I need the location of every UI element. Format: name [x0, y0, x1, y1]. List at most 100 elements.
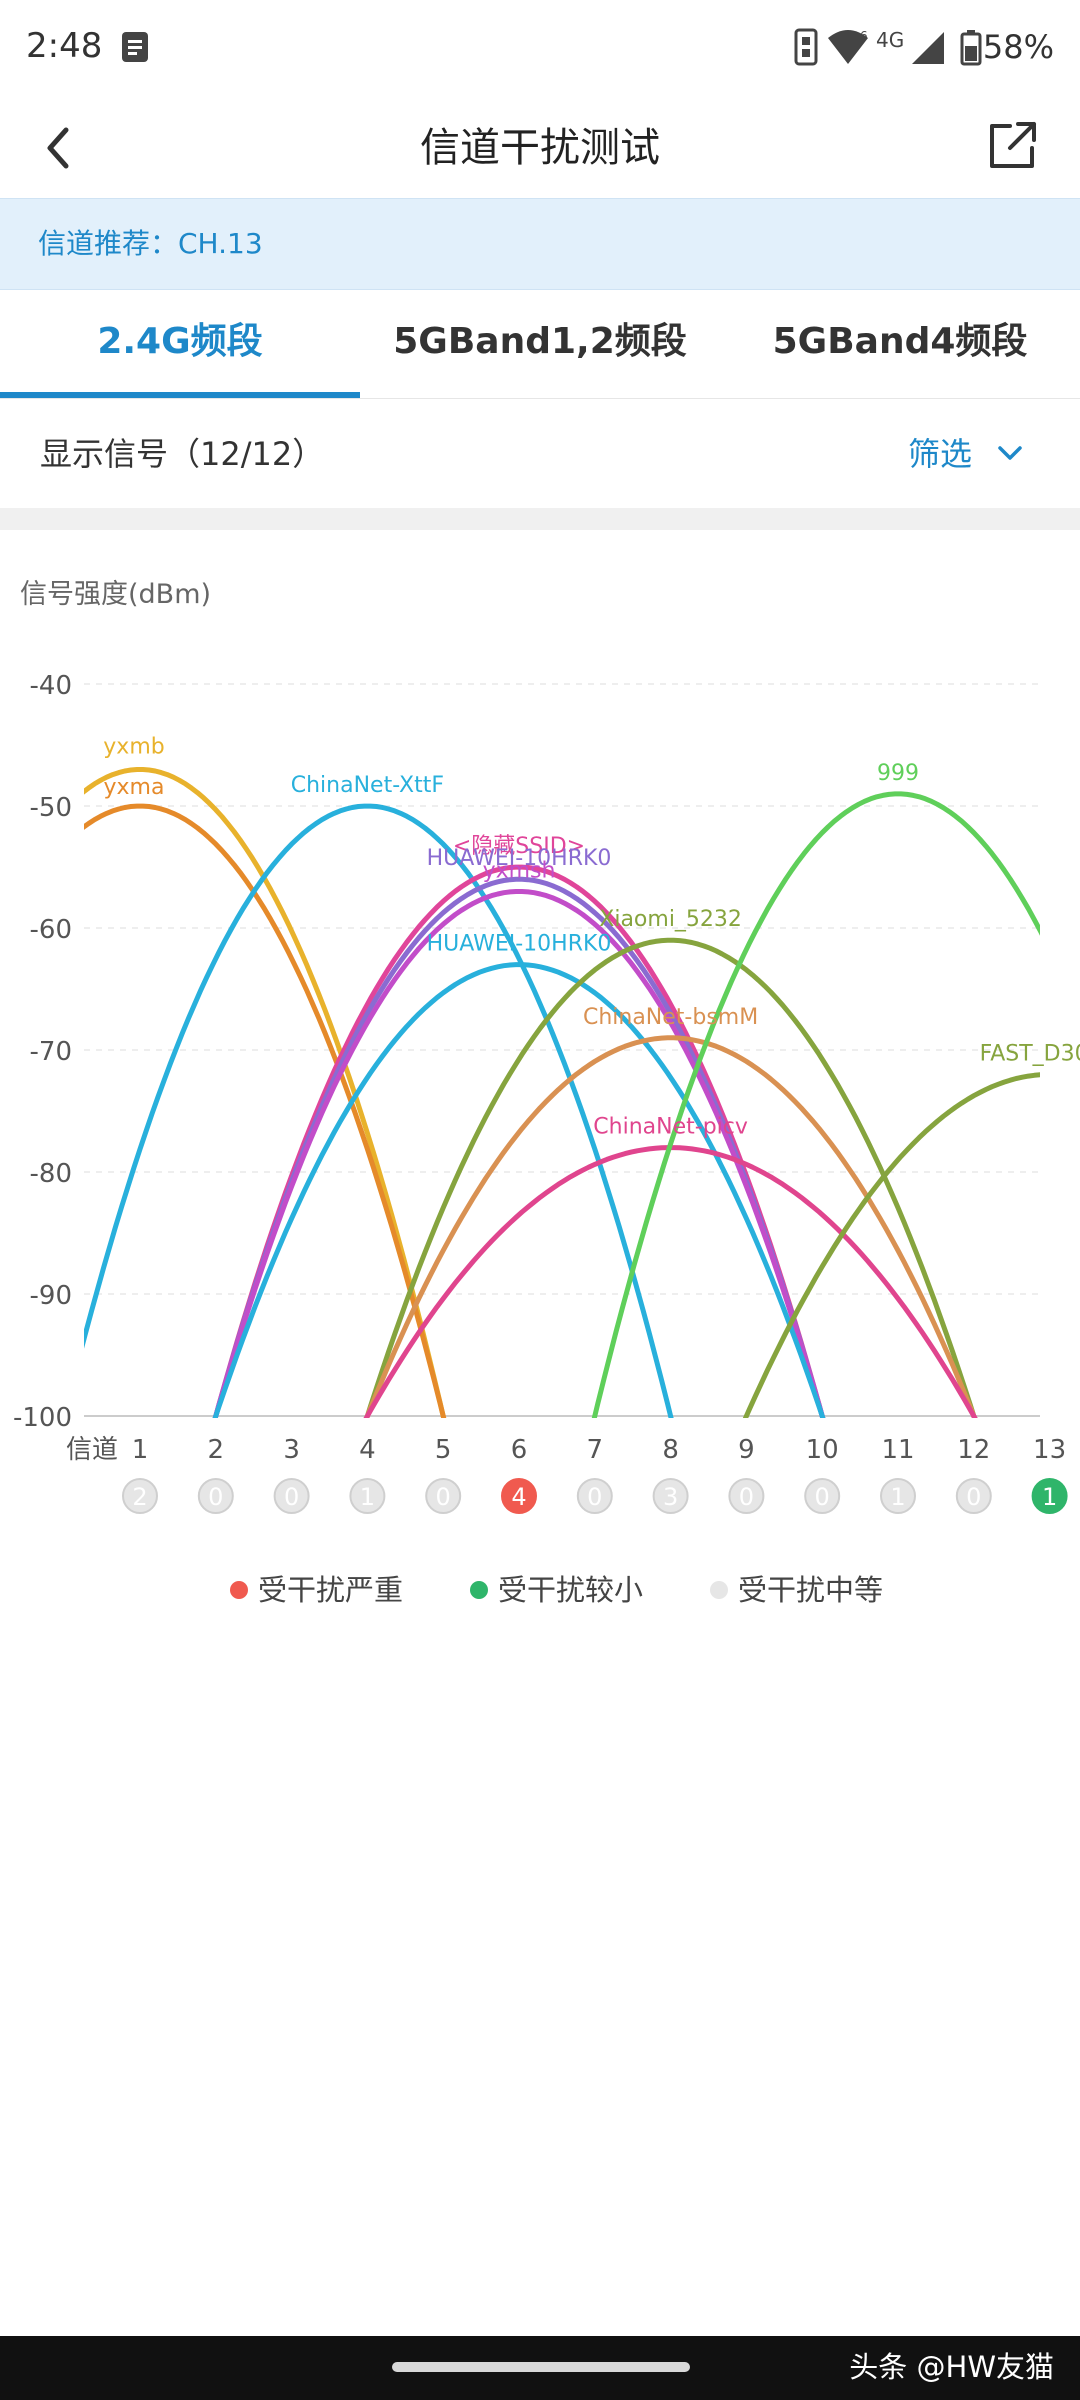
legend-label-light: 受干扰较小 [498, 1573, 644, 1607]
channel-count-badge [652, 1478, 689, 1514]
tab-2-4g[interactable]: 2.4G频段 [97, 321, 263, 362]
share-export-button[interactable] [980, 114, 1044, 178]
x-tick-label: 11 [881, 1435, 914, 1465]
signal-curve [364, 937, 978, 1418]
channel-count-badge [804, 1478, 841, 1514]
channel-count-value: 1 [1042, 1483, 1057, 1511]
x-tick-label: 2 [208, 1435, 225, 1465]
signal-label: HUAWEI-10HRK0 [427, 846, 612, 871]
signal-label: yxmsh [483, 858, 556, 883]
channel-count-value: 0 [815, 1483, 830, 1511]
x-tick-label: 12 [957, 1435, 990, 1465]
tab-5g-band4[interactable]: 5GBand4频段 [772, 321, 1028, 362]
home-indicator[interactable] [392, 2362, 690, 2372]
x-tick-label: 13 [1033, 1435, 1066, 1465]
channel-count-badge [576, 1478, 613, 1514]
legend-item-severe: 受干扰严重 [230, 1565, 403, 1615]
legend-item-light: 受干扰较小 [470, 1565, 643, 1615]
nfc-icon [794, 28, 818, 66]
chevron-down-icon[interactable] [996, 444, 1024, 464]
channel-count-value: 1 [890, 1483, 905, 1511]
y-tick-label: -80 [30, 1159, 72, 1189]
signal-curve [363, 1035, 978, 1418]
x-tick-label: 1 [132, 1435, 149, 1465]
signal-label: yxmb [103, 734, 164, 759]
x-tick-label: 4 [359, 1435, 376, 1465]
channel-count-value: 0 [587, 1483, 602, 1511]
back-button[interactable] [30, 118, 90, 178]
channel-count-badge [880, 1478, 916, 1514]
recommendation-text: 信道推荐：CH.13 [38, 227, 263, 260]
x-tick-label: 9 [738, 1435, 755, 1465]
channel-count-badge [728, 1478, 765, 1514]
channel-count-badge [273, 1478, 310, 1514]
x-axis-label: 信道 [66, 1435, 118, 1465]
x-tick-label: 6 [511, 1435, 528, 1465]
channel-recommendation-banner: 信道推荐：CH.13 [0, 198, 1080, 290]
channel-count-value: 0 [284, 1483, 299, 1511]
signal-label: yxma [104, 775, 165, 800]
y-tick-label: -90 [30, 1281, 72, 1311]
legend-dot-severe [230, 1581, 248, 1599]
channel-count-value: 0 [739, 1483, 754, 1511]
title-bar: 信道干扰测试 [0, 100, 1080, 196]
tab-5g-band12[interactable]: 5GBand1,2频段 [393, 321, 687, 362]
signal-label: <隐藏SSID> [453, 834, 585, 859]
battery-icon [960, 30, 982, 66]
band-tabs: 2.4G频段 5GBand1,2频段 5GBand4频段 [0, 290, 1080, 399]
signal-label: ChinaNet-bsmM [583, 1005, 758, 1030]
channel-count-badge [1031, 1478, 1068, 1514]
status-time: 2:48 [26, 26, 103, 66]
cell-signal-icon [912, 32, 944, 64]
channel-count-value: 0 [436, 1483, 451, 1511]
legend-label-severe: 受干扰严重 [258, 1573, 404, 1607]
x-tick-label: 3 [283, 1435, 300, 1465]
page-title: 信道干扰测试 [420, 125, 660, 171]
channel-count-badge [501, 1478, 537, 1514]
channel-count-badge [197, 1478, 234, 1514]
signal-curve [84, 803, 447, 1418]
battery-percent: 58% [982, 28, 1054, 66]
signal-curve [212, 876, 826, 1418]
interference-legend: 受干扰严重 受干扰较小 受干扰中等 [0, 1565, 1080, 1615]
signal-label: FAST_D30 [980, 1041, 1080, 1066]
signal-label: Xiaomi_5232 [599, 907, 742, 932]
filter-button[interactable]: 筛选 [908, 435, 973, 473]
signal-count-label: 显示信号（12/12） [40, 435, 325, 473]
channel-count-value: 0 [966, 1483, 981, 1511]
y-tick-label: -100 [13, 1403, 72, 1433]
channel-count-badge [122, 1478, 158, 1514]
filter-row: 显示信号（12/12） 筛选 [0, 400, 1080, 508]
y-tick-label: -70 [30, 1037, 72, 1067]
legend-item-medium: 受干扰中等 [710, 1565, 883, 1615]
x-tick-label: 7 [587, 1435, 604, 1465]
signal-label: HUAWEI-10HRK0 [427, 932, 612, 957]
channel-count-badge [955, 1478, 992, 1514]
network-type-label: 4G [876, 28, 905, 52]
legend-dot-medium [710, 1581, 728, 1599]
signal-curve [742, 1072, 1040, 1418]
x-tick-label: 10 [806, 1435, 839, 1465]
legend-dot-light [470, 1581, 488, 1599]
signal-curves [84, 767, 1040, 1418]
y-tick-label: -50 [30, 793, 72, 823]
x-tick-label: 5 [435, 1435, 452, 1465]
signal-label: ChinaNet-XttF [291, 773, 444, 798]
signal-label: 999 [877, 761, 919, 786]
signal-curve [591, 791, 1040, 1418]
channel-count-badge [349, 1478, 386, 1514]
watermark-text: 头条 @HW友猫 [849, 2350, 1054, 2384]
status-bar: 2:48 6 4G 58% [0, 0, 1080, 100]
y-tick-label: -60 [30, 915, 72, 945]
section-divider [0, 508, 1080, 530]
wifi-icon: 6 [828, 29, 868, 64]
channel-count-value: 4 [511, 1483, 526, 1511]
signal-label: ChinaNet-picv [593, 1115, 748, 1140]
signal-curve [84, 767, 447, 1418]
svg-text:6: 6 [860, 29, 868, 43]
signal-curve [212, 889, 826, 1418]
channel-count-badge [425, 1478, 462, 1514]
y-tick-label: -40 [30, 671, 72, 701]
notification-icon [122, 32, 148, 62]
